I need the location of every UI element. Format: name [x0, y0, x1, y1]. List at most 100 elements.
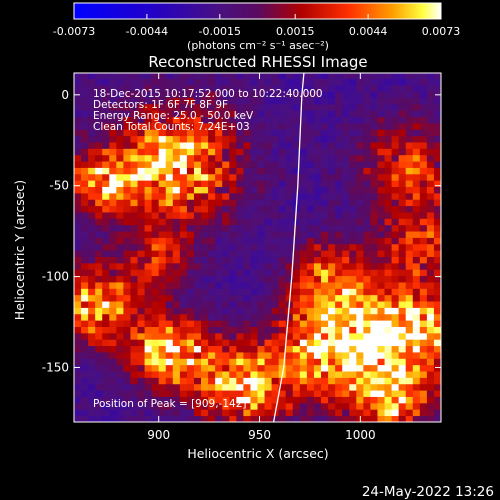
heatmap-pixel: [243, 224, 251, 232]
heatmap-pixel: [299, 332, 308, 340]
heatmap-pixel: [292, 110, 301, 118]
heatmap-pixel: [349, 371, 357, 378]
heatmap-pixel: [250, 129, 258, 137]
heatmap-pixel: [292, 320, 301, 327]
heatmap-pixel: [257, 358, 265, 366]
heatmap-pixel: [299, 275, 308, 283]
heatmap-pixel: [144, 167, 153, 175]
heatmap-pixel: [250, 142, 258, 149]
heatmap-pixel: [201, 91, 209, 98]
heatmap-pixel: [123, 173, 131, 181]
heatmap-pixel: [313, 282, 322, 289]
heatmap-pixel: [172, 396, 181, 404]
heatmap-pixel: [384, 409, 392, 417]
heatmap-pixel: [179, 237, 188, 245]
heatmap-pixel: [102, 110, 110, 118]
heatmap-pixel: [208, 301, 216, 308]
heatmap-pixel: [250, 218, 258, 226]
heatmap-pixel: [88, 377, 96, 385]
heatmap-pixel: [158, 256, 167, 264]
heatmap-pixel: [130, 97, 138, 105]
heatmap-pixel: [264, 122, 273, 130]
heatmap-pixel: [398, 313, 407, 321]
heatmap-pixel: [215, 122, 223, 130]
heatmap-pixel: [264, 180, 273, 187]
annotation-counts: Clean Total Counts: 7.24E+03: [93, 121, 250, 133]
heatmap-pixel: [285, 396, 294, 404]
heatmap-pixel: [215, 301, 223, 308]
heatmap-pixel: [433, 212, 441, 219]
heatmap-pixel: [335, 231, 343, 238]
heatmap-pixel: [349, 173, 357, 181]
heatmap-pixel: [299, 154, 308, 162]
heatmap-pixel: [229, 167, 237, 175]
heatmap-pixel: [172, 332, 181, 340]
heatmap-pixel: [356, 345, 364, 353]
heatmap-pixel: [306, 301, 315, 308]
heatmap-pixel: [222, 282, 230, 289]
heatmap-pixel: [426, 326, 435, 334]
heatmap-pixel: [384, 186, 392, 194]
heatmap-pixel: [264, 212, 273, 219]
heatmap-pixel: [165, 294, 174, 302]
heatmap-pixel: [88, 307, 96, 315]
heatmap-pixel: [137, 371, 145, 378]
heatmap-pixel: [342, 256, 350, 264]
heatmap-pixel: [271, 218, 280, 226]
heatmap-pixel: [123, 135, 131, 143]
heatmap-pixel: [95, 110, 103, 118]
heatmap-pixel: [391, 161, 400, 168]
heatmap-pixel: [335, 250, 343, 257]
heatmap-pixel: [363, 161, 371, 168]
heatmap-pixel: [193, 250, 202, 257]
heatmap-pixel: [299, 116, 308, 124]
heatmap-pixel: [391, 269, 400, 277]
heatmap-pixel: [342, 91, 350, 98]
heatmap-pixel: [349, 313, 357, 321]
heatmap-pixel: [201, 345, 209, 353]
heatmap-pixel: [109, 282, 117, 289]
heatmap-pixel: [243, 307, 251, 315]
heatmap-pixel: [370, 224, 378, 232]
heatmap-pixel: [158, 371, 167, 378]
heatmap-pixel: [151, 161, 160, 168]
heatmap-pixel: [179, 167, 188, 175]
heatmap-pixel: [151, 339, 160, 347]
heatmap-pixel: [433, 84, 441, 92]
heatmap-pixel: [405, 409, 414, 417]
heatmap-pixel: [299, 148, 308, 156]
heatmap-pixel: [405, 326, 414, 334]
heatmap-pixel: [433, 218, 441, 226]
heatmap-pixel: [109, 103, 117, 111]
heatmap-pixel: [349, 231, 357, 238]
heatmap-pixel: [328, 262, 336, 270]
heatmap-pixel: [74, 358, 82, 366]
heatmap-pixel: [179, 73, 188, 79]
heatmap-pixel: [186, 307, 195, 315]
heatmap-pixel: [363, 313, 371, 321]
heatmap-pixel: [405, 339, 414, 347]
heatmap-pixel: [201, 275, 209, 283]
heatmap-pixel: [144, 142, 153, 149]
heatmap-pixel: [186, 250, 195, 257]
heatmap-pixel: [130, 84, 138, 92]
heatmap-pixel: [419, 116, 428, 124]
heatmap-pixel: [243, 332, 251, 340]
heatmap-pixel: [193, 282, 202, 289]
heatmap-pixel: [313, 358, 322, 366]
heatmap-pixel: [95, 148, 103, 156]
heatmap-pixel: [208, 415, 216, 422]
heatmap-pixel: [109, 167, 117, 175]
heatmap-pixel: [257, 161, 265, 168]
heatmap-pixel: [215, 409, 223, 417]
heatmap-pixel: [377, 192, 385, 200]
heatmap-pixel: [271, 345, 280, 353]
heatmap-pixel: [151, 192, 160, 200]
heatmap-pixel: [433, 97, 441, 105]
heatmap-pixel: [271, 116, 280, 124]
heatmap-pixel: [257, 415, 265, 422]
heatmap-pixel: [264, 142, 273, 149]
heatmap-pixel: [419, 396, 428, 404]
heatmap-pixel: [137, 282, 145, 289]
heatmap-pixel: [264, 415, 273, 422]
